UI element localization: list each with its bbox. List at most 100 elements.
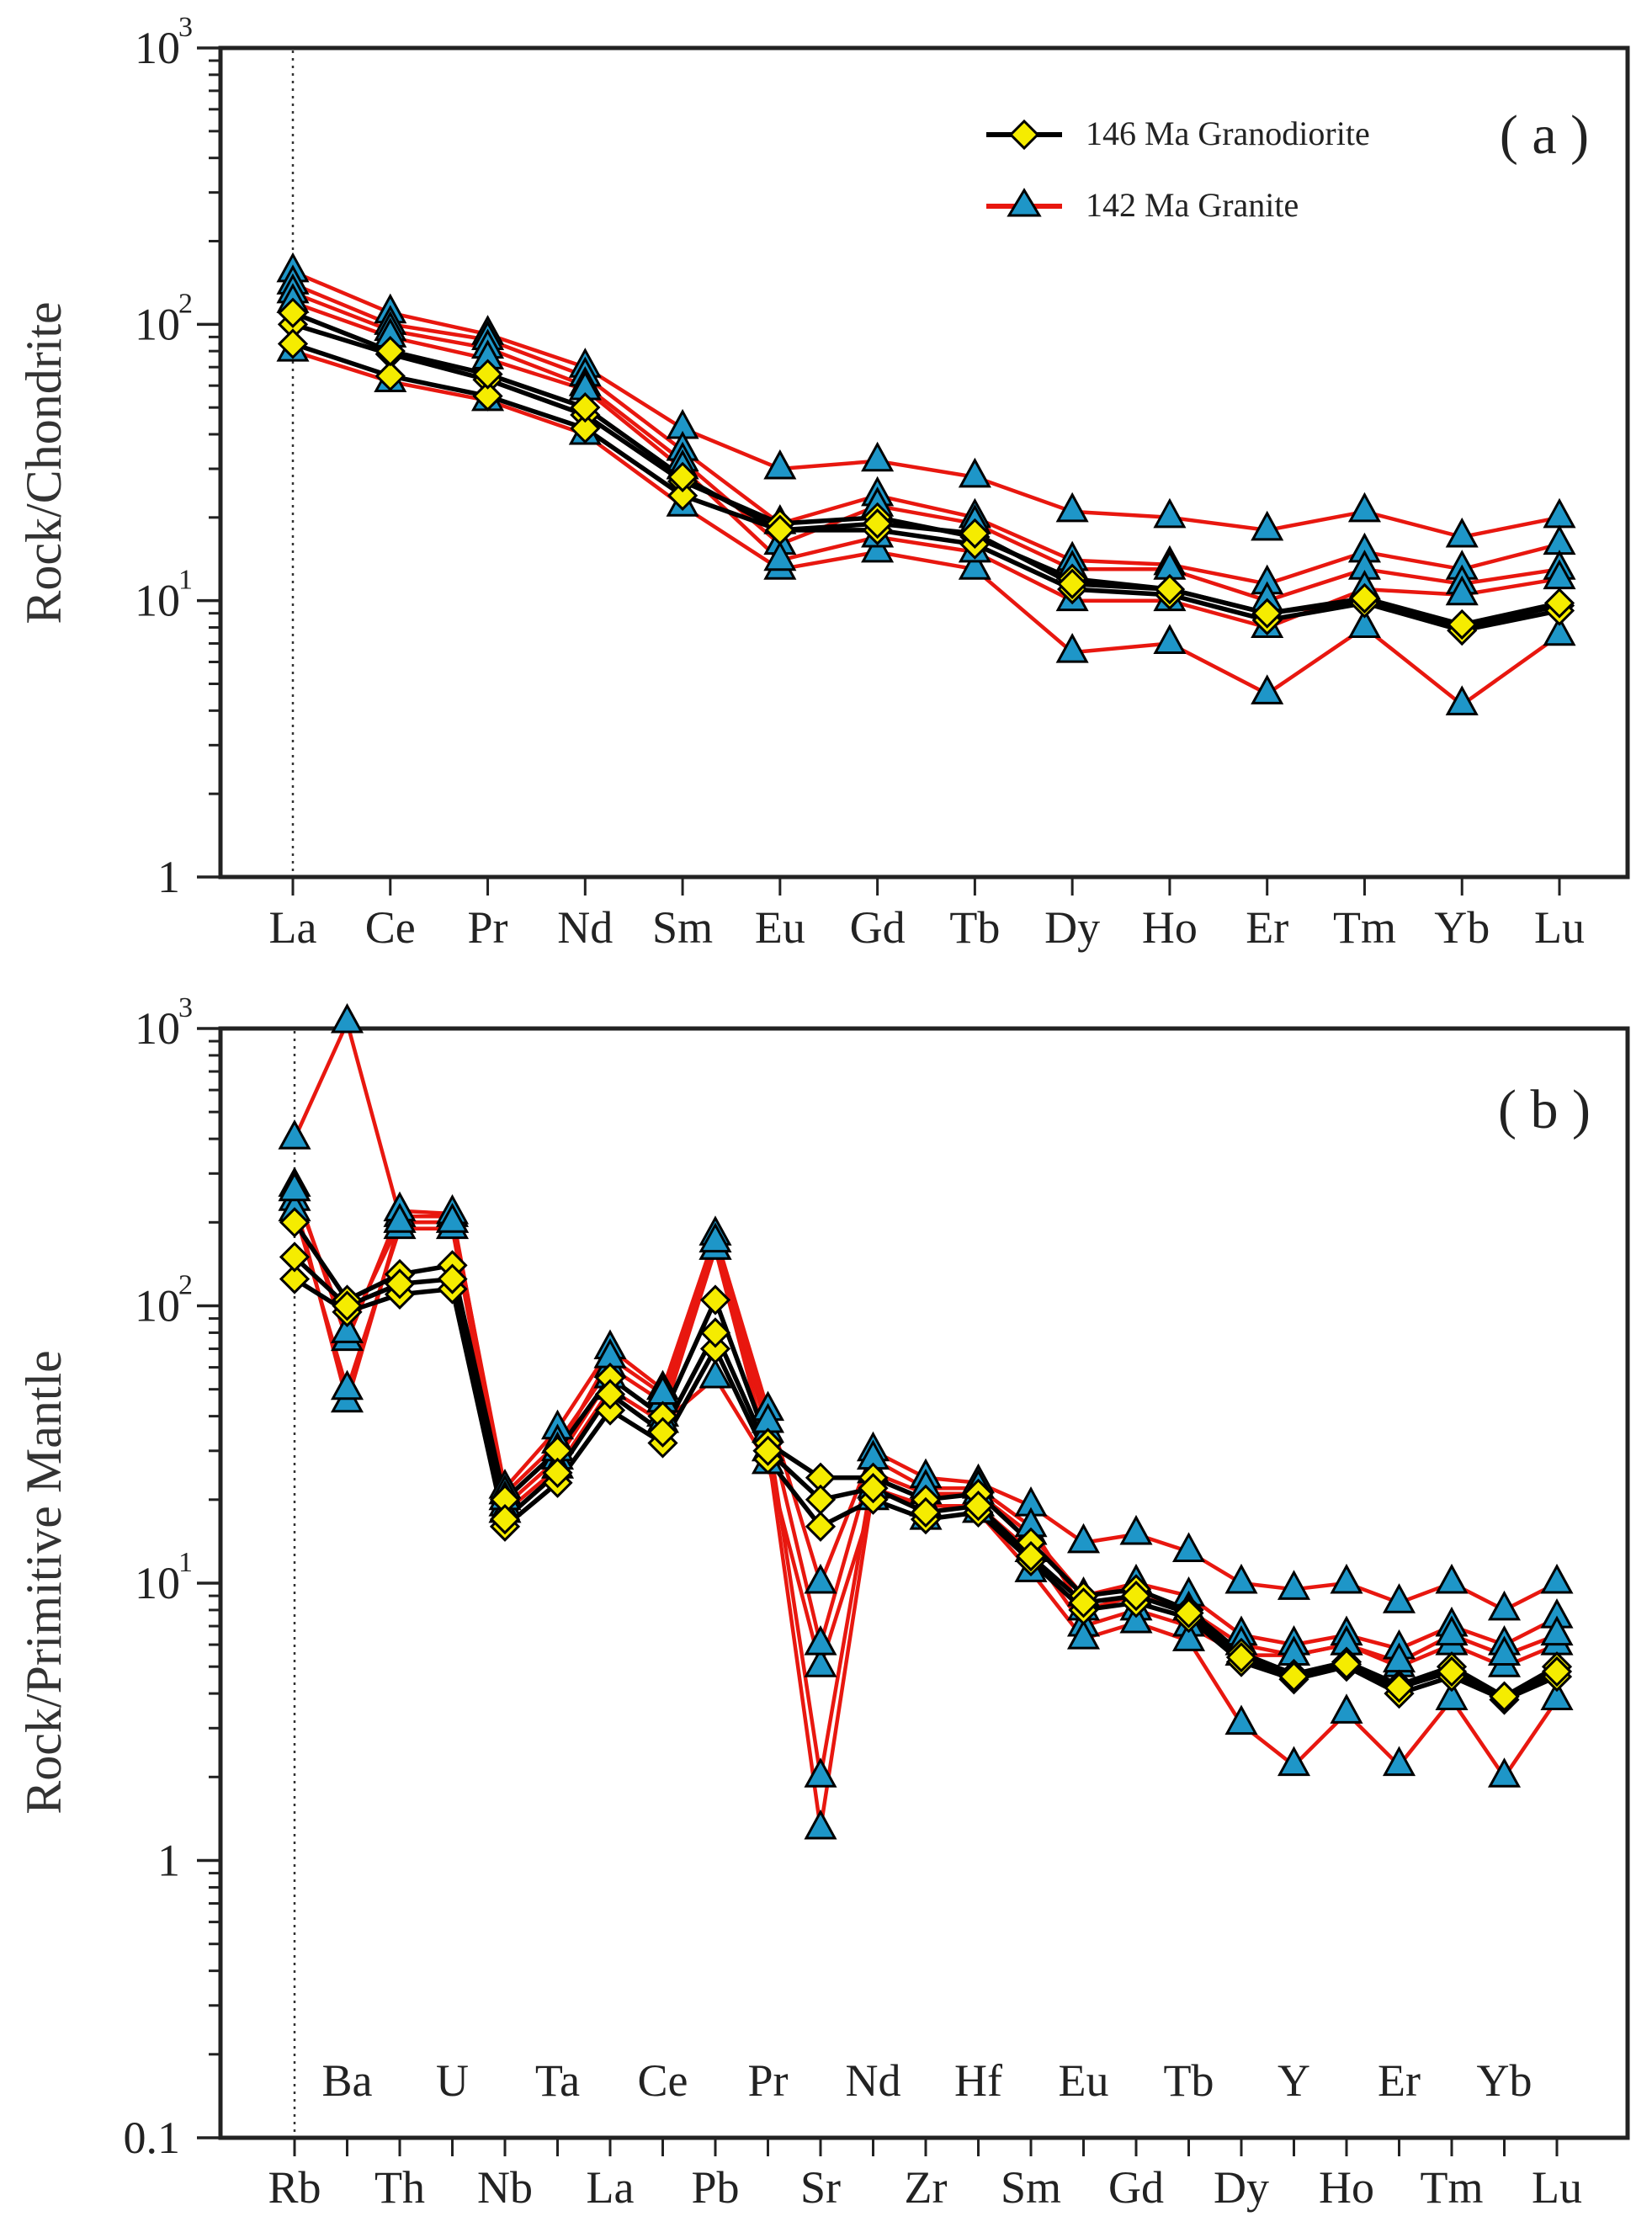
panel-a-xlabel-ho: Ho bbox=[1142, 902, 1198, 953]
panel-b-granodiorite-point-th bbox=[384, 1268, 416, 1300]
panel-a-xlabel-er: Er bbox=[1246, 902, 1288, 953]
panel-b-granite-point-y bbox=[1277, 1746, 1311, 1777]
panel-b-xlabel-dy: Dy bbox=[1214, 2162, 1269, 2213]
panel-a-granodiorite-point-ce bbox=[374, 360, 406, 391]
panel-a-granite-point-ho bbox=[1153, 497, 1187, 529]
panel-a-granodiorite-point-la bbox=[277, 328, 309, 359]
panel-b-xlabel-er: Er bbox=[1378, 2055, 1421, 2106]
panel-b-granite-point-sr bbox=[804, 1809, 837, 1840]
panel-a-granite-point-tb bbox=[958, 457, 991, 488]
panel-b-granite-point-pb bbox=[699, 1222, 732, 1253]
panel-b-granite-point-er bbox=[1382, 1746, 1416, 1777]
panel-b-granite-point-tm bbox=[1435, 1615, 1469, 1646]
panel-b-granodiorite-point-dy bbox=[1225, 1642, 1257, 1673]
panel-a-granite-point-yb bbox=[1445, 685, 1479, 715]
panel-b-xlabel-ta: Ta bbox=[535, 2055, 580, 2106]
panel-a-xlabel-ce: Ce bbox=[365, 902, 416, 953]
panel-b-granite-point-tb bbox=[1171, 1621, 1206, 1651]
panel-b-xlabel-eu: Eu bbox=[1059, 2055, 1109, 2106]
panel-b-xlabel-rb: Rb bbox=[268, 2162, 321, 2213]
panel-b-granite-point-gd bbox=[1119, 1514, 1153, 1545]
panel-b-granodiorite-point-tm bbox=[1436, 1656, 1468, 1688]
panel-b-xlabel-pr: Pr bbox=[747, 2055, 788, 2106]
panel-a-granite-point-er bbox=[1251, 510, 1284, 541]
panel-b-granodiorite-point-lu bbox=[1541, 1656, 1573, 1688]
panel-b-granodiorite-point-nd bbox=[858, 1473, 889, 1504]
panel-a-granodiorite-point-lu bbox=[1543, 587, 1575, 619]
panel-a-granite-point-tm bbox=[1347, 608, 1381, 638]
panel-b-granite-point-pb bbox=[699, 1358, 732, 1389]
panel-a-granodiorite-point-ho bbox=[1154, 573, 1186, 605]
panel-b-granite-point-lu bbox=[1540, 1680, 1574, 1710]
panel-a-xlabel-la: La bbox=[269, 902, 317, 953]
panel-b-xlabel-ba: Ba bbox=[322, 2055, 373, 2106]
panel-b-xlabel-pb: Pb bbox=[691, 2162, 739, 2213]
panel-a-xlabel-tm: Tm bbox=[1333, 902, 1396, 953]
panel-b-xlabel-sm: Sm bbox=[1001, 2162, 1061, 2213]
panel-a-granodiorite-point-yb bbox=[1447, 609, 1478, 640]
panel-b-xlabel-lu: Lu bbox=[1532, 2162, 1582, 2213]
panel-b-granodiorite-point-la bbox=[594, 1395, 626, 1426]
legend: 146 Ma Granodiorite 142 Ma Granite bbox=[986, 114, 1370, 224]
panel-b-xlabel-zr: Zr bbox=[905, 2162, 948, 2213]
panel-b-granite-point-lu bbox=[1540, 1563, 1574, 1594]
panel-b-xlabel-y: Y bbox=[1278, 2055, 1310, 2106]
panel-a-xlabel-tb: Tb bbox=[949, 902, 1000, 953]
panel-b-granite-point-eu bbox=[1066, 1619, 1101, 1650]
panel-b-ytick-label: 0.1 bbox=[124, 2113, 181, 2163]
panel-b-granodiorite-point-u bbox=[437, 1263, 468, 1294]
panel-b-granodiorite-point-rb bbox=[279, 1241, 311, 1273]
panel-b-granodiorite-point-ba bbox=[332, 1290, 363, 1321]
legend-granodiorite: 146 Ma Granodiorite bbox=[986, 114, 1370, 152]
panel-a-ytick-exponent: 2 bbox=[178, 288, 193, 319]
panel-a-granodiorite-point-pr bbox=[472, 359, 503, 390]
panel-b-granodiorite-point-hf bbox=[963, 1491, 994, 1522]
panel-a-ytick-exponent: 3 bbox=[178, 12, 193, 43]
panel-a-granite-point-tb bbox=[958, 550, 991, 580]
panel-b-ytick-label: 10 bbox=[135, 1281, 180, 1331]
panel-b-ylabel: Rock/Primitive Mantle bbox=[16, 1350, 72, 1815]
panel-a-series bbox=[276, 252, 1576, 715]
panel-b-granodiorite-point-er bbox=[1384, 1672, 1415, 1703]
panel-b-granite-point-lu bbox=[1540, 1615, 1574, 1646]
panel-a-granodiorite-point-dy bbox=[1057, 568, 1088, 599]
panel-a-granodiorite-point-sm bbox=[667, 461, 699, 492]
panel-b-xlabel-hf: Hf bbox=[954, 2055, 1002, 2106]
panel-b-granite-point-yb bbox=[1487, 1590, 1522, 1621]
panel-a-granodiorite-point-eu bbox=[764, 514, 795, 545]
panel-b-granite-point-ba bbox=[330, 1369, 364, 1401]
panel-a-granite-line-4 bbox=[292, 282, 1560, 586]
panel-b-granodiorite-point-sr bbox=[805, 1511, 837, 1542]
panel-a-granodiorite-point-tm bbox=[1349, 582, 1380, 614]
panel-b-granodiorite-point-rb bbox=[279, 1207, 311, 1238]
panel-a-granite-point-gd bbox=[861, 441, 895, 472]
panel-b-ytick-exponent: 3 bbox=[178, 992, 193, 1023]
panel-b-granite-point-ba bbox=[330, 1313, 364, 1343]
panel-a-granite-point-tm bbox=[1347, 492, 1381, 523]
legend-granite: 142 Ma Granite bbox=[986, 186, 1299, 224]
panel-b-granite-point-gd bbox=[1119, 1602, 1153, 1634]
panel-a-granite-point-gd bbox=[861, 532, 895, 563]
panel-a-xlabel-gd: Gd bbox=[850, 902, 906, 953]
panel-b-ytick-exponent: 1 bbox=[178, 1547, 193, 1578]
panel-b-granite-point-sr bbox=[804, 1563, 837, 1594]
panel-a-granite-point-yb bbox=[1445, 517, 1479, 548]
panel-a-ylabel: Rock/Chondrite bbox=[16, 301, 72, 624]
panel-a-granodiorite-point-er bbox=[1251, 598, 1283, 629]
panel-b-granodiorite-point-pr bbox=[752, 1435, 784, 1466]
panel-a-ytick-label: 10 bbox=[135, 299, 180, 349]
panel-b-granite-point-eu bbox=[1066, 1523, 1101, 1554]
panel-a-granodiorite-point-sm bbox=[667, 480, 699, 511]
panel-b-xlabel-ce: Ce bbox=[638, 2055, 688, 2106]
panel-a-granodiorite-point-tb bbox=[959, 518, 991, 549]
panel-b-xlabel-gd: Gd bbox=[1108, 2162, 1164, 2213]
panel-a-granodiorite-point-ce bbox=[374, 336, 406, 367]
panel-b-granodiorite-point-pb bbox=[699, 1317, 731, 1348]
panel-a-granite-point-eu bbox=[763, 540, 797, 571]
panel-a-granite-point-yb bbox=[1445, 575, 1479, 606]
panel-a-granodiorite-point-pr bbox=[472, 380, 503, 412]
panel-a-granite-line-5 bbox=[292, 290, 1560, 603]
panel-a-xlabel-lu: Lu bbox=[1534, 902, 1585, 953]
panel-b-xlabel-nb: Nb bbox=[477, 2162, 533, 2213]
